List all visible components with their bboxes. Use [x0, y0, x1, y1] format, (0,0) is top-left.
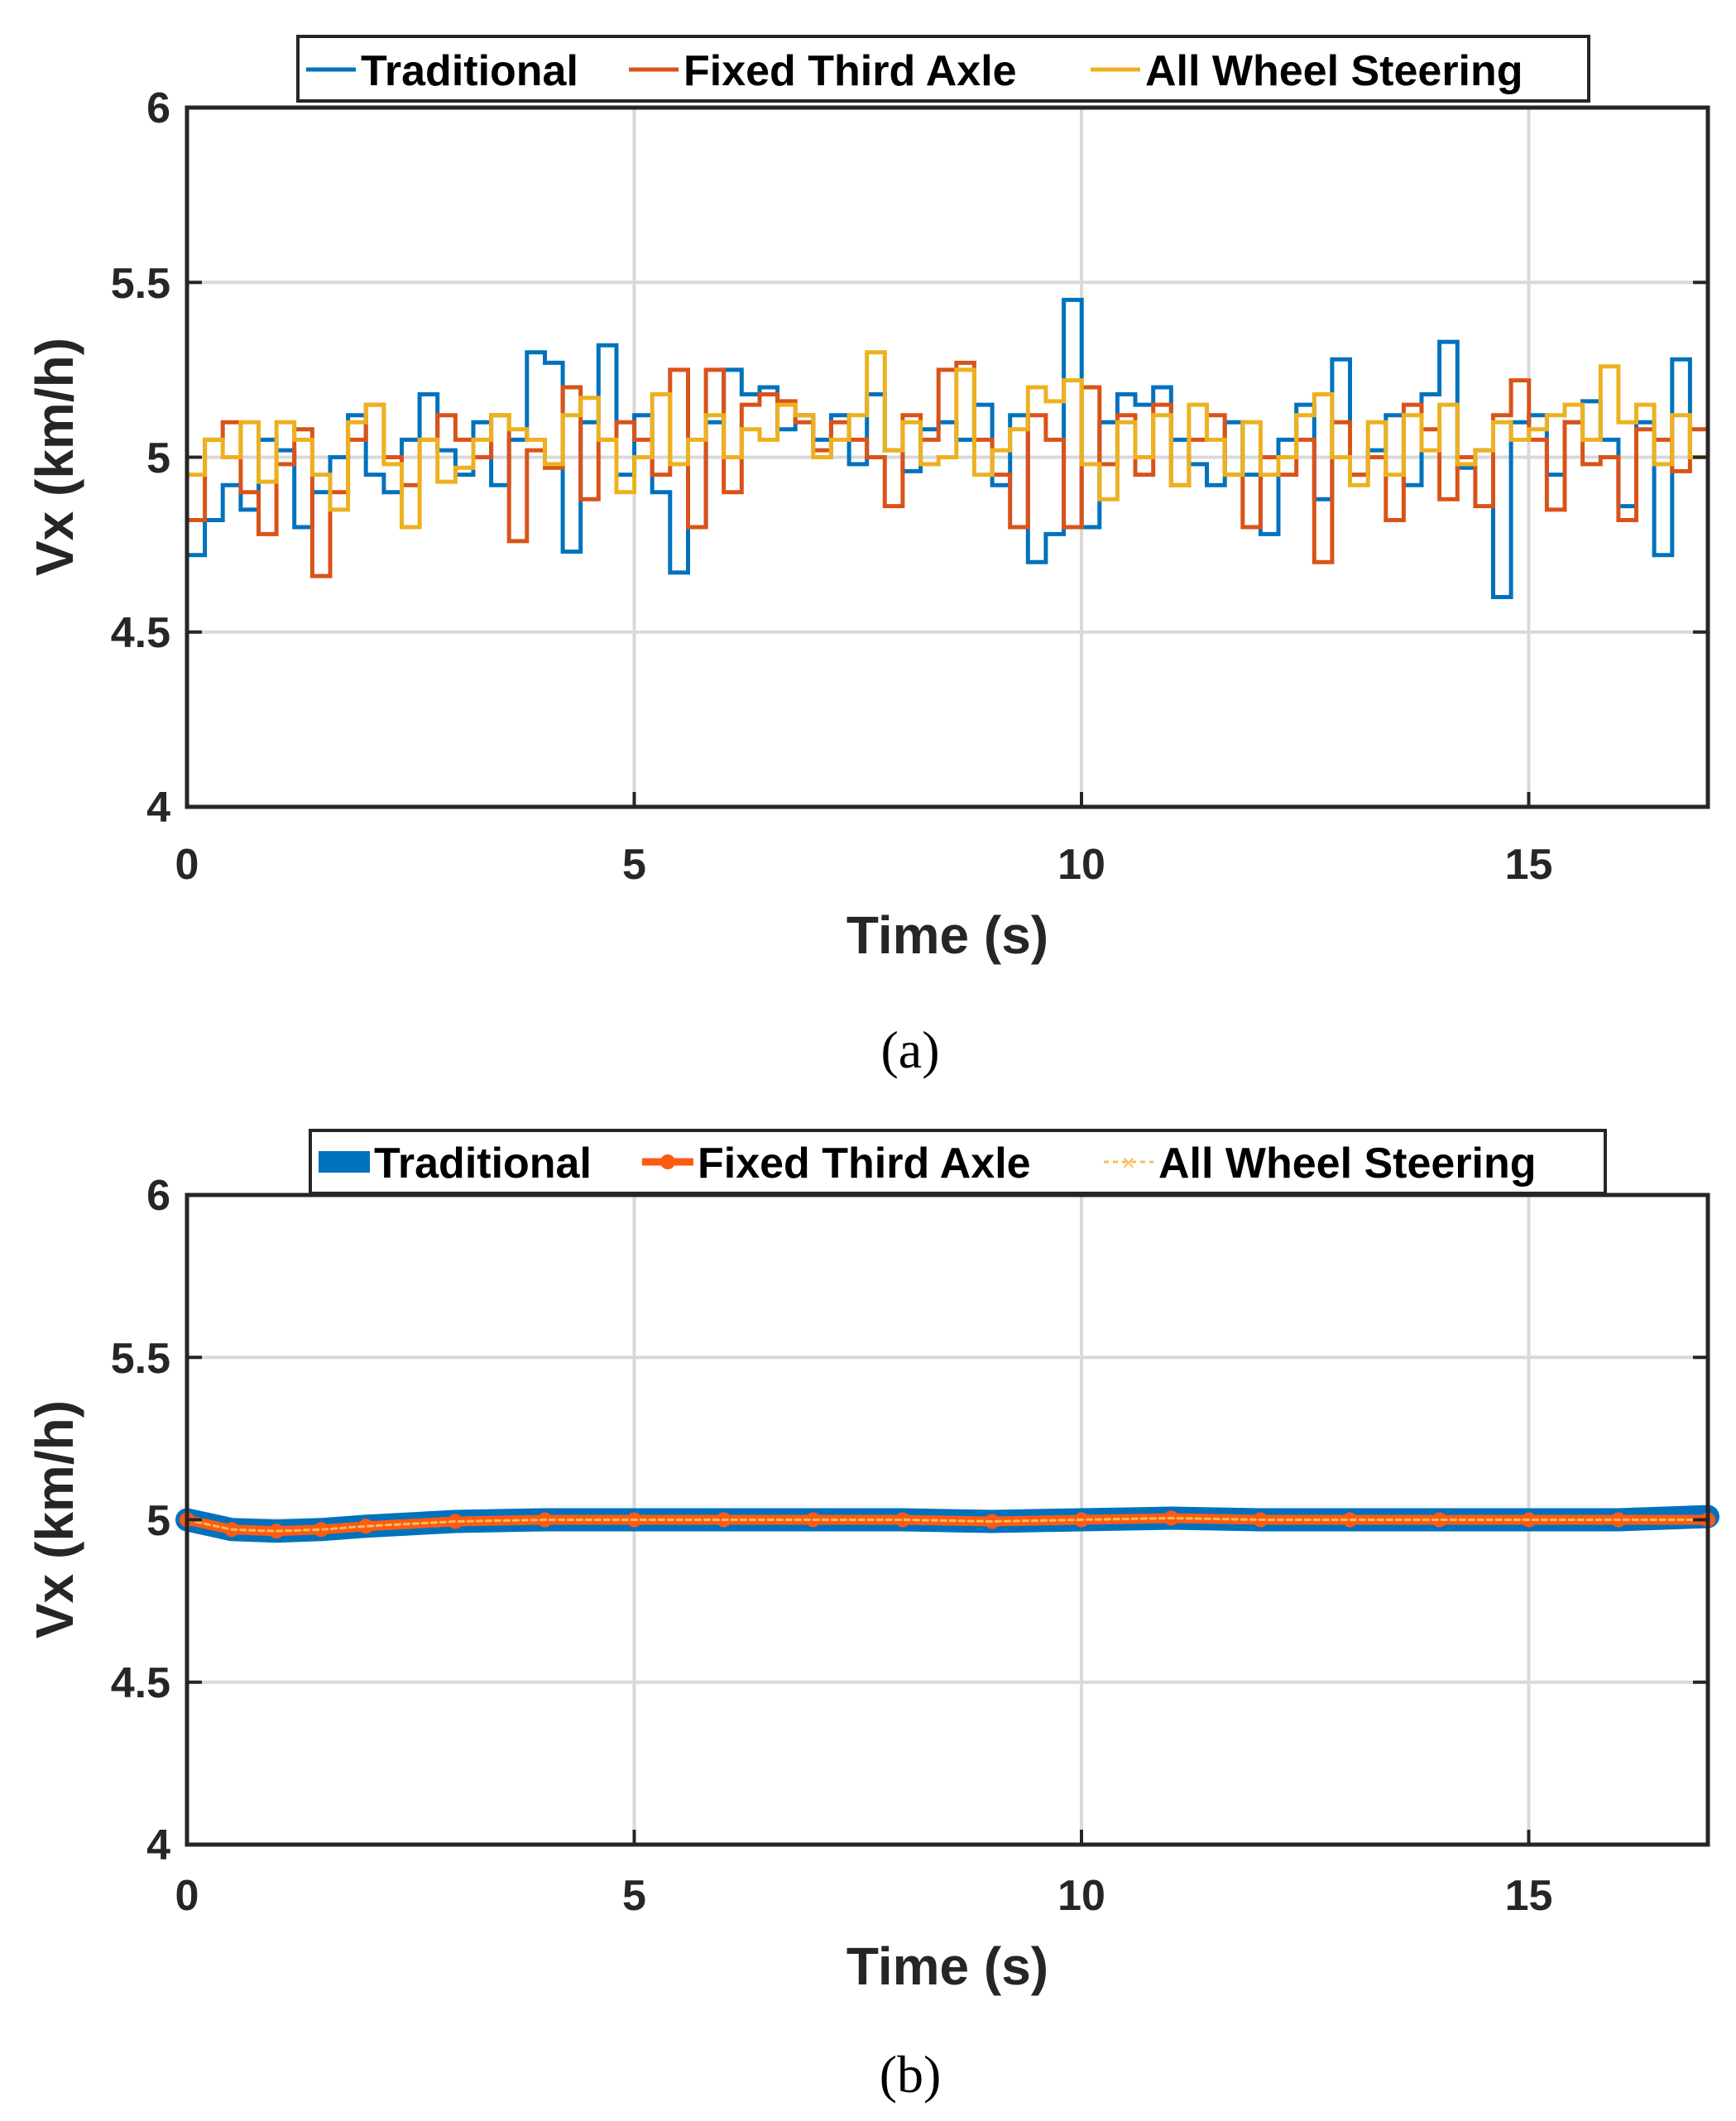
tick-marks: [187, 1356, 1708, 1845]
x-tick-label: 5: [622, 1872, 646, 1920]
legend-marker-fixed-third-axle: [660, 1154, 675, 1169]
y-tick-label: 5.5: [111, 260, 170, 308]
x-tick-labels: 0 5 10 15: [175, 1872, 1553, 1920]
legend: Traditional Fixed Third Axle × All Wheel…: [309, 1129, 1607, 1195]
y-tick-marks: [187, 281, 1708, 807]
y-axis-label: Vx (km/h): [25, 338, 84, 576]
data-point-fixed-third-axle: [358, 1519, 374, 1534]
series-line-all-wheel-steering: [185, 1517, 1710, 1533]
y-tick-labels: 4 4.5 5 5.5 6: [111, 84, 170, 832]
y-tick-label: 5: [146, 434, 170, 482]
x-tick-labels: 0 5 10 15: [175, 841, 1553, 889]
y-tick-labels: 4 4.5 5 5.5 6: [111, 1172, 170, 1869]
data-point-fixed-third-axle: [1431, 1512, 1447, 1528]
x-tick-label: 10: [1057, 841, 1105, 889]
x-axis-label: Time (s): [846, 1936, 1048, 1996]
y-tick-label: 4: [146, 1821, 170, 1869]
x-tick-label: 0: [175, 1872, 199, 1920]
series-line-fixed-third-axle: [187, 360, 1710, 578]
y-tick-label: 5.5: [111, 1335, 170, 1383]
legend-box: [296, 35, 1590, 103]
x-tick-label: 10: [1057, 1872, 1105, 1920]
y-tick-label: 4: [146, 784, 170, 832]
caption-b: (b): [880, 2045, 942, 2104]
x-tick-label: 15: [1505, 841, 1553, 889]
data-point-fixed-third-axle: [894, 1512, 910, 1528]
y-axis-label: Vx (km/h): [25, 1400, 84, 1639]
legend-label-all-wheel-steering: All Wheel Steering: [1145, 47, 1523, 95]
y-tick-label: 4.5: [111, 609, 170, 657]
series-group: [175, 1504, 1719, 1543]
y-tick-label: 5: [146, 1497, 170, 1545]
series-line-all-wheel-steering: [187, 350, 1710, 530]
legend-marker-all-wheel-steering: ×: [1121, 1153, 1136, 1173]
x-tick-label: 15: [1505, 1872, 1553, 1920]
x-tick-label: 0: [175, 841, 199, 889]
chart-panel-b: 4 4.5 5 5.5 6 0 5 10 15 Time (s) Vx (km/…: [25, 1129, 1719, 2104]
legend-label-traditional: Traditional: [374, 1140, 592, 1188]
legend: Traditional Fixed Third Axle All Wheel S…: [296, 35, 1590, 103]
y-tick-label: 6: [146, 84, 170, 132]
series-group: [187, 297, 1710, 599]
caption-a: (a): [880, 1020, 939, 1079]
x-axis-label: Time (s): [846, 905, 1048, 965]
legend-box: [309, 1129, 1607, 1195]
x-tick-label: 5: [622, 841, 646, 889]
legend-label-all-wheel-steering: All Wheel Steering: [1158, 1140, 1537, 1188]
y-tick-label: 6: [146, 1172, 170, 1220]
y-tick-label: 4.5: [111, 1659, 170, 1707]
chart-panel-a: 4 4.5 5 5.5 6 0 5 10 15 Time (s) Vx (km/…: [25, 35, 1710, 1079]
legend-label-traditional: Traditional: [361, 47, 578, 95]
legend-label-fixed-third-axle: Fixed Third Axle: [683, 47, 1017, 95]
legend-label-fixed-third-axle: Fixed Third Axle: [698, 1140, 1031, 1188]
